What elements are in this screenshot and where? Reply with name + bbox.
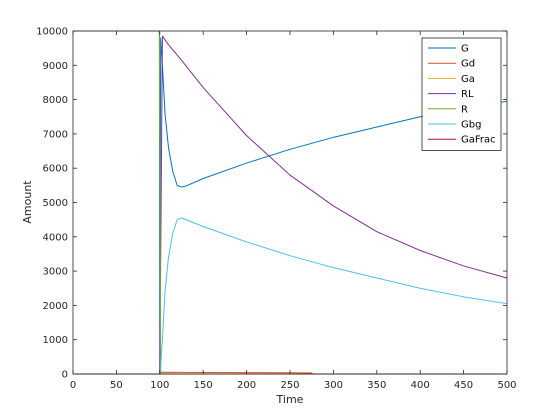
- y-tick-label: 4000: [43, 232, 68, 243]
- x-axis-ticks: 0 50 100 150 200 250 300 350 400 450 500: [70, 31, 517, 391]
- y-axis-title: Amount: [21, 180, 34, 224]
- y-tick-label: 0: [62, 370, 68, 381]
- y-tick-label: 5000: [43, 198, 68, 209]
- legend-box: [421, 37, 502, 151]
- y-tick-label: 7000: [43, 129, 68, 140]
- y-tick-label: 10000: [36, 27, 68, 38]
- x-tick-label: 500: [497, 380, 516, 391]
- legend-label-gafrac: GaFrac: [461, 135, 496, 146]
- series-line-g: [73, 30, 508, 375]
- legend-label-gbg: Gbg: [461, 120, 481, 131]
- y-tick-label: 6000: [43, 164, 68, 175]
- y-tick-label: 9000: [43, 61, 68, 72]
- y-axis-ticks: 0 1000 2000 3000 4000 5000 6000 7000 8000 9000 100…: [36, 27, 507, 381]
- x-tick-label: 50: [110, 380, 123, 391]
- y-tick-label: 1000: [43, 335, 68, 346]
- x-tick-label: 150: [194, 380, 213, 391]
- x-tick-label: 0: [70, 380, 76, 391]
- y-tick-label: 2000: [43, 301, 68, 312]
- y-tick-label: 8000: [43, 95, 68, 106]
- x-tick-label: 300: [324, 380, 343, 391]
- x-tick-label: 100: [150, 380, 169, 391]
- x-tick-label: 350: [367, 380, 386, 391]
- series-line-gbg: [73, 217, 508, 375]
- legend-label-g: G: [461, 44, 469, 55]
- legend-label-gd: Gd: [461, 59, 475, 70]
- x-axis-title: Time: [276, 393, 304, 406]
- legend-label-r: R: [461, 104, 468, 115]
- x-tick-label: 200: [237, 380, 256, 391]
- legend[interactable]: G Gd Ga RL R Gbg GaFrac: [421, 37, 502, 151]
- y-tick-label: 3000: [43, 267, 68, 278]
- x-tick-label: 450: [454, 380, 473, 391]
- x-tick-label: 250: [280, 380, 299, 391]
- legend-label-ga: Ga: [461, 74, 475, 85]
- x-tick-label: 400: [411, 380, 430, 391]
- legend-label-rl: RL: [461, 89, 474, 100]
